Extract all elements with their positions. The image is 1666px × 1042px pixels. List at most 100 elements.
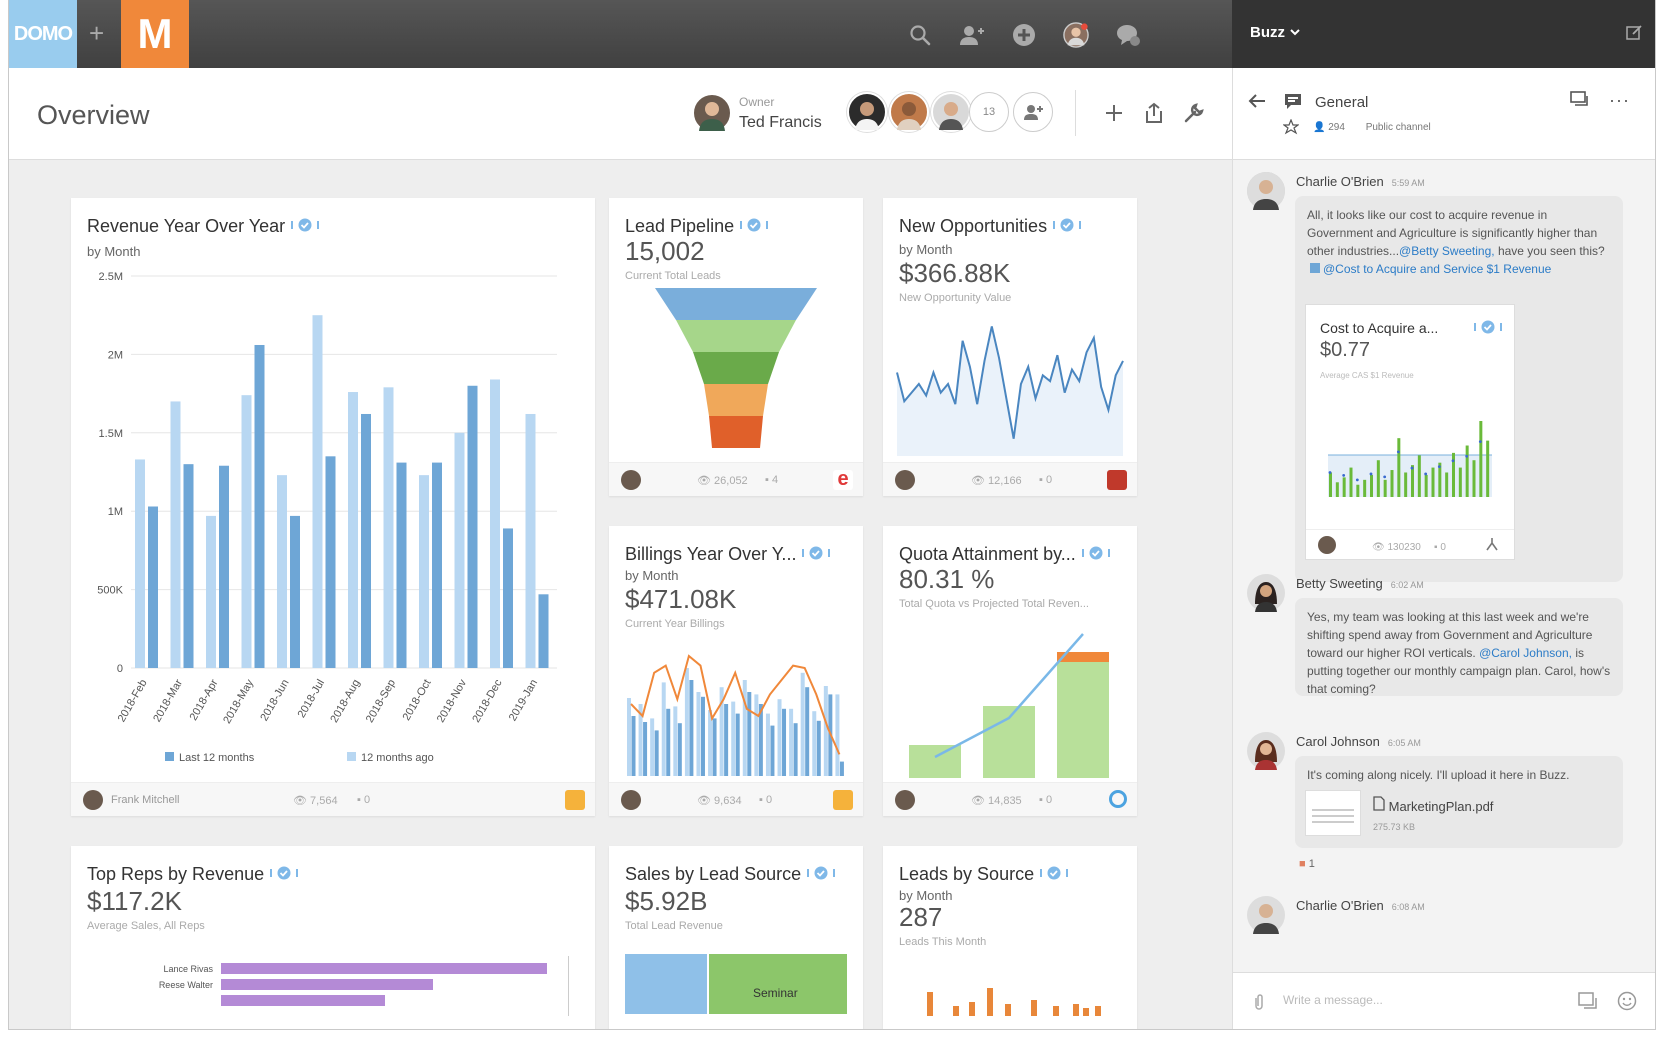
add-card-icon[interactable] — [1101, 100, 1127, 126]
bar-12-months-ago — [312, 315, 323, 668]
owner-name[interactable]: Ted Francis — [739, 114, 822, 131]
card-description: Total Lead Revenue — [625, 920, 723, 932]
y-tick-label: 500K — [97, 585, 123, 597]
more-options-icon[interactable]: ··· — [1609, 90, 1630, 110]
card-revenue-yoy[interactable]: Revenue Year Over Year by Month 0 500K 1M 1… — [71, 198, 595, 816]
file-link[interactable]: MarketingPlan.pdf — [1373, 796, 1493, 816]
share-count-badge[interactable]: 13 — [969, 92, 1009, 132]
message-composer: Write a message... — [1233, 972, 1655, 1029]
bar — [927, 992, 933, 1016]
buzz-icon[interactable] — [1115, 22, 1141, 48]
owner-avatar[interactable] — [621, 790, 641, 810]
cac-point — [1328, 471, 1332, 474]
plus-circle-icon[interactable] — [1011, 22, 1037, 48]
owner-avatar[interactable] — [83, 790, 103, 810]
attach-icon[interactable] — [1253, 993, 1265, 1016]
bar-prior — [673, 706, 678, 776]
certified-icon — [1081, 545, 1110, 566]
card-link[interactable]: @Cost to Acquire and Service $1 Revenue — [1323, 262, 1552, 276]
card-subtitle: by Month — [899, 242, 953, 257]
card-footer: 👁 9,634 ▪ 0 — [609, 782, 863, 816]
domo-logo[interactable]: DOMO — [9, 0, 77, 68]
shared-user-avatar[interactable] — [931, 92, 971, 132]
card-footer: 👁 14,835 ▪ 0 — [883, 782, 1137, 816]
bar-current — [782, 708, 787, 776]
like-reaction[interactable]: ■ 1 — [1299, 858, 1315, 870]
mention-link[interactable]: @Betty Sweeting, — [1399, 244, 1495, 258]
emoji-icon[interactable] — [1617, 991, 1637, 1016]
m-logo[interactable]: M — [121, 0, 189, 68]
buzz-dropdown[interactable]: Buzz — [1250, 24, 1301, 41]
add-user-icon[interactable] — [959, 22, 985, 48]
card-leads-by-source[interactable]: Leads by Source by Month 287 Leads This … — [883, 846, 1137, 1029]
owner-avatar[interactable] — [1318, 536, 1336, 554]
card-footer: 👁 26,052 ▪ 4 e — [609, 462, 863, 496]
rep-bar — [221, 995, 385, 1006]
message-author[interactable]: Carol Johnson 6:05 AM — [1296, 734, 1421, 749]
funnel-stage — [676, 320, 796, 352]
message-author[interactable]: Charlie O'Brien 5:59 AM — [1296, 174, 1425, 189]
thumbs-up-icon: ■ — [1299, 858, 1306, 870]
comments-count[interactable]: ▪ 0 — [1039, 474, 1053, 486]
card-subtitle: by Month — [625, 568, 679, 583]
comments-value: 0 — [363, 794, 371, 806]
file-thumbnail[interactable] — [1305, 790, 1361, 836]
hierarchy-icon[interactable] — [1484, 536, 1500, 559]
user-avatar[interactable] — [1247, 896, 1285, 934]
axis-line — [568, 956, 569, 1016]
views-value: 130230 — [1387, 542, 1421, 553]
bar-current — [805, 687, 810, 776]
source-icon — [833, 790, 853, 810]
profile-avatar[interactable] — [1063, 22, 1089, 48]
card-lead-pipeline[interactable]: Lead Pipeline 15,002 Current Total Leads… — [609, 198, 863, 496]
embedded-card[interactable]: Cost to Acquire a... $0.77 Average CAS $… — [1305, 304, 1515, 560]
shared-user-avatar[interactable] — [889, 92, 929, 132]
compose-icon[interactable] — [1625, 24, 1643, 47]
card-quota-attainment[interactable]: Quota Attainment by... 80.31 % Total Quo… — [883, 526, 1137, 816]
wrench-icon[interactable] — [1181, 100, 1207, 126]
user-avatar[interactable] — [1247, 574, 1285, 612]
card-top-reps[interactable]: Top Reps by Revenue $117.2K Average Sale… — [71, 846, 595, 1029]
comments-count[interactable]: ▪ 0 — [1434, 542, 1446, 553]
card-description: Total Quota vs Projected Total Reven... — [899, 598, 1089, 610]
comments-count[interactable]: ▪ 0 — [357, 794, 371, 806]
mention-link[interactable]: @Carol Johnson, — [1479, 646, 1572, 660]
user-avatar[interactable] — [1247, 732, 1285, 770]
threads-icon[interactable] — [1569, 90, 1591, 115]
card-billings-yoy[interactable]: Billings Year Over Y... by Month $471.08… — [609, 526, 863, 816]
owner-avatar[interactable] — [621, 470, 641, 490]
message-text: All, it looks like our cost to acquire r… — [1307, 208, 1598, 258]
member-count[interactable]: 294 — [1328, 122, 1345, 133]
views-count: 👁 26,052 — [697, 475, 748, 487]
share-icon[interactable] — [1141, 100, 1167, 126]
message-author[interactable]: Betty Sweeting 6:02 AM — [1296, 576, 1424, 591]
card-sales-by-source[interactable]: Sales by Lead Source $5.92B Total Lead R… — [609, 846, 863, 1029]
bar-prior — [661, 682, 666, 776]
shared-user-avatar[interactable] — [847, 92, 887, 132]
message-input[interactable]: Write a message... — [1283, 993, 1383, 1007]
bar-last-12-months — [396, 462, 407, 668]
card-new-opportunities[interactable]: New Opportunities by Month $366.88K New … — [883, 198, 1137, 496]
search-icon[interactable] — [907, 22, 933, 48]
star-icon[interactable] — [1282, 118, 1300, 138]
comments-count[interactable]: ▪ 0 — [1039, 794, 1053, 806]
user-avatar[interactable] — [1247, 172, 1285, 210]
card-attach-icon[interactable] — [1577, 991, 1599, 1016]
add-user-icon[interactable] — [1013, 92, 1053, 132]
message-author[interactable]: Charlie O'Brien 6:08 AM — [1296, 898, 1425, 913]
plus-icon[interactable]: + — [89, 18, 105, 48]
owner-avatar[interactable] — [895, 470, 915, 490]
bar-current — [735, 713, 740, 776]
bar-current — [839, 761, 844, 776]
cac-bar — [1417, 455, 1421, 497]
funnel-stage — [655, 288, 817, 320]
back-arrow-icon[interactable] — [1247, 92, 1267, 115]
owner-avatar[interactable] — [692, 93, 732, 133]
owner-name[interactable]: Frank Mitchell — [111, 794, 180, 806]
comments-count[interactable]: ▪ 4 — [765, 474, 779, 486]
y-tick-label: 0 — [117, 663, 123, 675]
x-tick-label: 2018-Feb — [116, 678, 150, 725]
comments-count[interactable]: ▪ 0 — [759, 794, 773, 806]
message-time: 6:08 AM — [1391, 902, 1425, 912]
owner-avatar[interactable] — [895, 790, 915, 810]
